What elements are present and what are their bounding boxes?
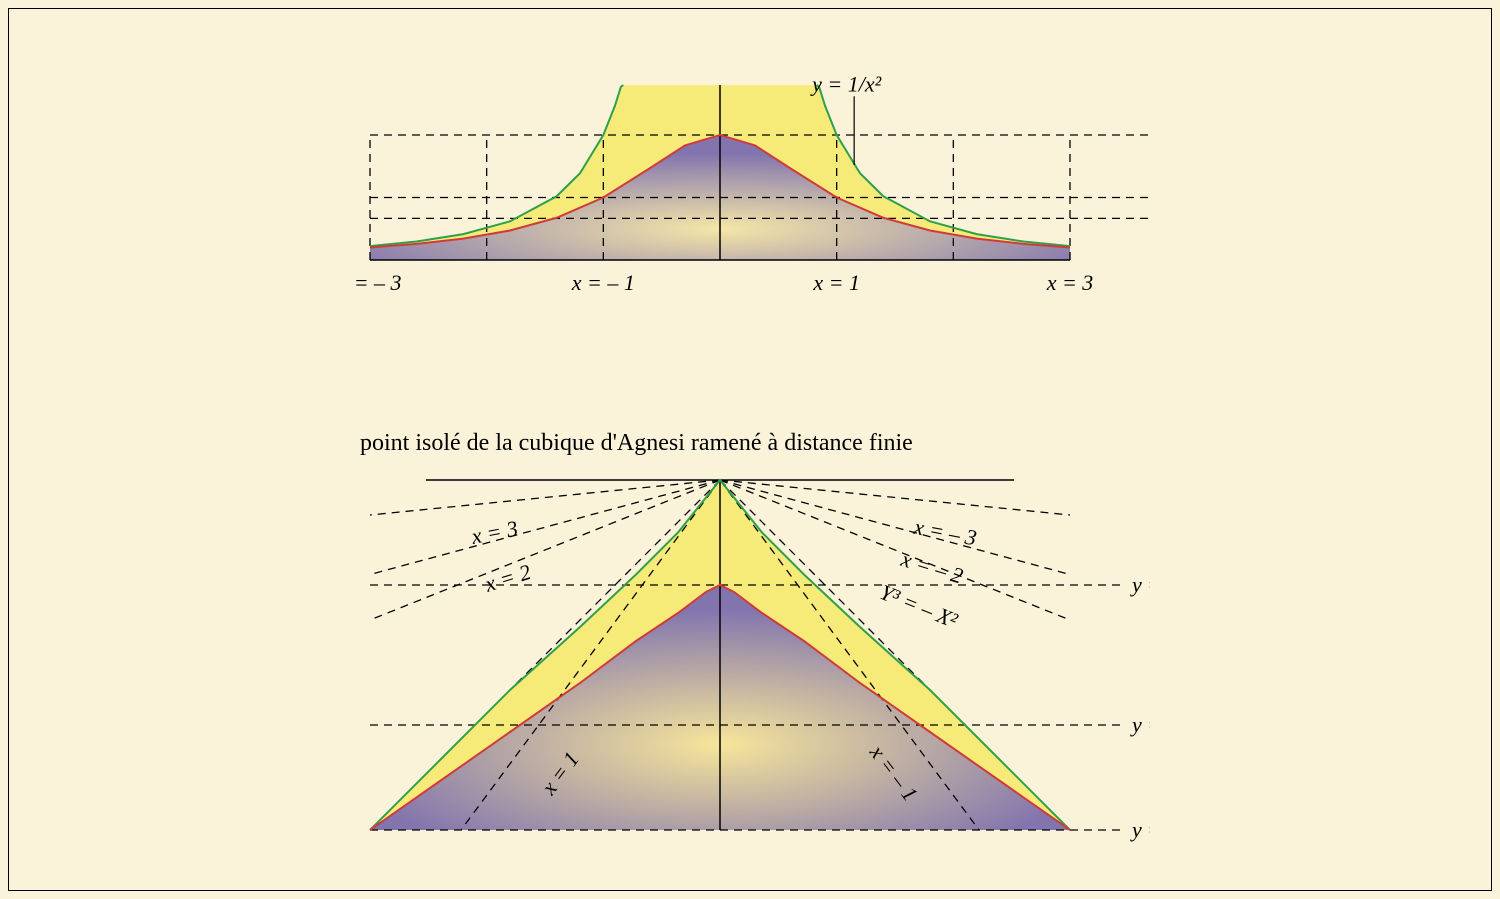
formula-label: y = 1/x² bbox=[810, 71, 881, 96]
ray bbox=[720, 480, 1070, 515]
x-label: x = – 1 bbox=[571, 270, 635, 295]
ray-label: x = – 2 bbox=[897, 546, 966, 589]
chart-1: y = 1y = 1/2y = 1/3x = – 3x = – 1x = 1x … bbox=[350, 65, 1150, 325]
ray bbox=[370, 480, 720, 515]
y-level-label: y = 1/3 bbox=[1130, 817, 1150, 842]
chart-2: y = 1y = 1/2y = 1/3x = 3x = 2x = 1x = – … bbox=[350, 430, 1150, 860]
ray-label: Y³ = – X² bbox=[876, 579, 961, 633]
x-label: x = 1 bbox=[812, 270, 860, 295]
ray-label: x = 2 bbox=[481, 559, 534, 597]
ray-label: x = – 3 bbox=[911, 514, 979, 551]
x-label: x = – 3 bbox=[350, 270, 402, 295]
ray-label: x = 3 bbox=[468, 515, 520, 549]
y-level-label: y = 1 bbox=[1130, 572, 1150, 597]
x-label: x = 3 bbox=[1046, 270, 1094, 295]
y-level-label: y = 1/2 bbox=[1130, 712, 1150, 737]
